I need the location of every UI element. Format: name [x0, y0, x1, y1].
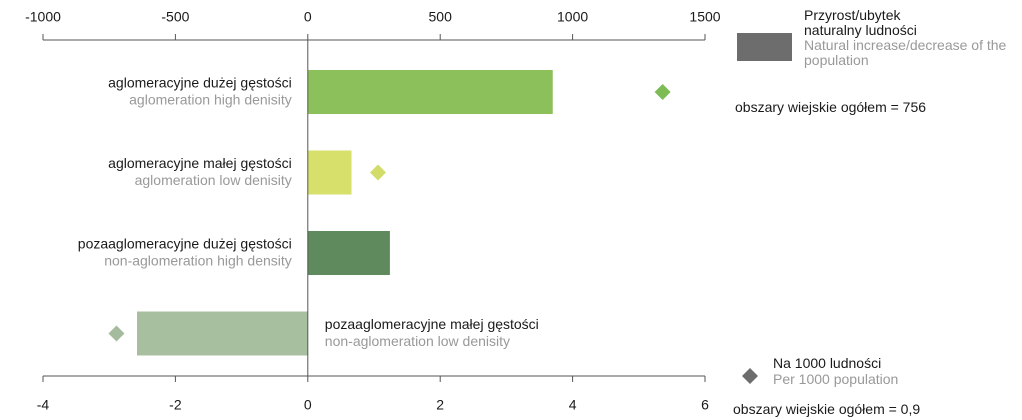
x-tick-label: 1000: [557, 9, 588, 25]
x2-tick-label: -4: [37, 397, 50, 413]
category-label-en: non-aglomeration high density: [104, 253, 292, 269]
bar: [137, 311, 308, 356]
category-label: pozaaglomeracyjne dużej gęstości: [78, 236, 292, 252]
legend-label-en: Per 1000 population: [773, 371, 899, 387]
x-tick-label: -1000: [25, 9, 61, 25]
category-label-en: aglomeration high denisity: [129, 92, 292, 108]
x2-tick-label: 0: [304, 397, 312, 413]
diamond: [108, 325, 125, 342]
x2-tick-label: -2: [169, 397, 182, 413]
x-tick-label: -500: [161, 9, 189, 25]
annotation: obszary wiejskie ogółem = 0,9: [733, 401, 921, 417]
x-tick-label: 1500: [689, 9, 720, 25]
diamond: [654, 84, 671, 100]
x-tick-label: 0: [304, 9, 312, 25]
annotation: obszary wiejskie ogółem = 756: [735, 99, 927, 115]
x-tick-label: 500: [429, 9, 453, 25]
legend-diamond: [742, 368, 758, 384]
bar: [307, 231, 390, 275]
category-label-en: non-aglomeration low denisity: [325, 333, 510, 349]
x2-tick-label: 6: [701, 397, 709, 413]
bar: [307, 70, 553, 114]
legend-label-en: Natural increase/decrease of the populat…: [804, 37, 1007, 68]
category-label: aglomeracyjne dużej gęstości: [108, 75, 292, 91]
category-label: pozaaglomeracyjne małej gęstości: [325, 316, 539, 332]
category-label: aglomeracyjne małej gęstości: [108, 155, 292, 171]
x2-tick-label: 2: [436, 397, 444, 413]
bar: [307, 150, 352, 195]
legend-label: Na 1000 ludności: [773, 355, 882, 371]
diamond: [369, 164, 386, 181]
legend-label: Przyrost/ubytek naturalny ludności: [804, 7, 917, 38]
legend-swatch: [737, 33, 792, 61]
x2-tick-label: 4: [569, 397, 577, 413]
category-label-en: aglomeration low denisity: [135, 172, 292, 188]
